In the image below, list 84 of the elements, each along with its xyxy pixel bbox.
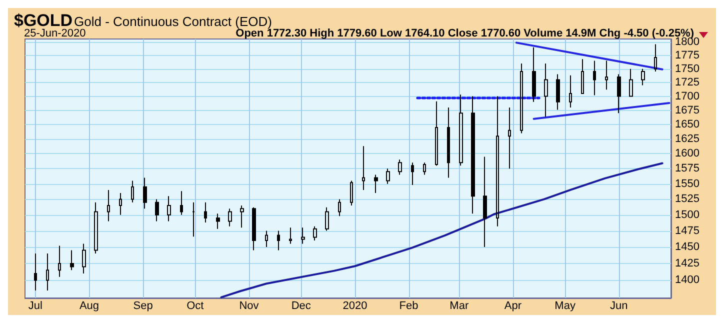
candlestick (228, 208, 232, 227)
candlestick (265, 230, 268, 248)
candlestick (143, 177, 147, 210)
candlestick (34, 253, 37, 291)
candlestick (386, 168, 390, 184)
candlestick (629, 68, 633, 97)
y-tick-label: 1625 (675, 133, 700, 146)
candlestick (204, 202, 207, 223)
candlestick (107, 189, 110, 222)
candlestick (58, 245, 61, 278)
y-tick-label: 1475 (675, 224, 700, 237)
candlestick (411, 162, 414, 186)
candlestick (556, 74, 560, 110)
x-tick-label: Nov (239, 300, 260, 312)
candlestick (605, 60, 608, 90)
candlestick (435, 100, 438, 166)
chart-title: $GOLD (14, 11, 73, 30)
y-tick-label: 1525 (675, 193, 700, 206)
candlestick (483, 156, 487, 248)
candlestick (641, 68, 645, 86)
annotation: 25-Jun-2020 (24, 28, 86, 40)
x-tick-label: 2020 (342, 300, 368, 312)
candlestick (471, 96, 475, 214)
candlestick (496, 96, 499, 227)
candlestick (362, 146, 365, 190)
y-tick-label: 1550 (675, 178, 700, 190)
y-tick-label: 1450 (675, 240, 700, 253)
x-tick-label: Apr (504, 300, 522, 312)
x-tick-label: Sep (133, 300, 153, 312)
candlestick (192, 202, 195, 238)
candlestick (216, 213, 220, 230)
candlestick (313, 226, 317, 241)
candlestick (301, 227, 305, 244)
candlestick (544, 62, 548, 118)
candlestick (82, 243, 86, 274)
candlestick (593, 60, 596, 96)
y-tick-label: 1725 (675, 76, 700, 88)
candlestick (447, 107, 450, 178)
candlestick (508, 107, 511, 170)
candlestick (240, 204, 244, 228)
candlestick (289, 227, 292, 244)
y-tick-label: 1425 (675, 257, 700, 270)
candlestick (119, 192, 122, 216)
x-tick-label: Feb (399, 300, 418, 312)
candlestick (338, 198, 341, 217)
candlestick (167, 196, 171, 222)
candlestick (277, 230, 280, 251)
candlestick (180, 190, 183, 216)
y-tick-label: 1700 (675, 90, 700, 102)
y-tick-label: 1400 (675, 274, 700, 286)
y-tick-label: 1675 (675, 104, 700, 116)
x-tick-label: Dec (291, 300, 312, 312)
candlestick (252, 206, 256, 251)
candlestick (155, 198, 159, 222)
y-tick-label: 1650 (675, 118, 700, 131)
line-series (220, 162, 664, 298)
x-tick-label: Oct (186, 300, 204, 312)
x-tick-label: May (554, 300, 576, 312)
candlestick (459, 94, 463, 166)
y-tick-label: 1500 (675, 208, 700, 221)
candlestick (374, 174, 378, 194)
candlestick (532, 46, 536, 102)
candlestick (131, 180, 134, 203)
chart-subtitle: Gold - Continuous Contract (EOD) (74, 14, 272, 29)
x-tick-label: Jun (610, 300, 628, 312)
candlestick (520, 62, 523, 134)
candlestick (569, 74, 572, 108)
candlestick (398, 159, 402, 176)
candlestick (46, 253, 49, 291)
candlestick (94, 202, 98, 254)
candlestick (654, 44, 657, 72)
candlestick (325, 206, 329, 232)
candlestick (350, 180, 353, 206)
y-tick-label: 1775 (675, 49, 700, 62)
y-tick-label: 1575 (675, 162, 700, 175)
candlestick (617, 74, 621, 114)
y-tick-label: 1750 (675, 62, 700, 75)
candlestick (581, 58, 584, 94)
candlestick (423, 162, 426, 176)
x-tick-label: Jul (28, 300, 42, 312)
x-tick-label: Aug (79, 300, 100, 312)
candlestick (70, 250, 74, 271)
x-tick-label: Mar (450, 300, 469, 312)
y-tick-label: 1600 (675, 148, 700, 160)
